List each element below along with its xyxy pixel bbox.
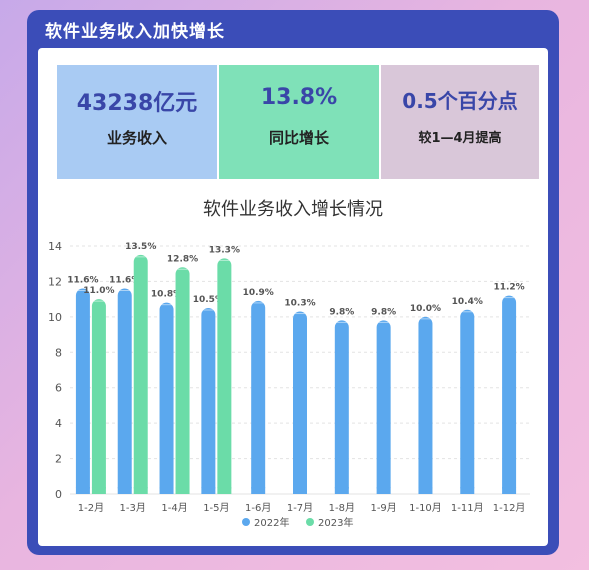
data-label: 13.3% <box>209 245 240 255</box>
bar-base <box>75 487 90 494</box>
data-label: 11.0% <box>83 286 114 296</box>
kpi-revenue-label: 业务收入 <box>106 129 167 147</box>
bar-base <box>460 487 475 494</box>
bar-2022年 <box>201 308 216 494</box>
y-tick-label: 2 <box>55 453 62 466</box>
y-tick-label: 14 <box>48 240 62 253</box>
bar-2022年 <box>293 311 307 494</box>
y-tick-label: 10 <box>48 311 62 324</box>
kpi-increase-label: 较1—4月提高 <box>418 131 502 146</box>
bar-base <box>251 487 266 494</box>
legend-label: 2022年 <box>254 516 289 529</box>
data-label: 9.8% <box>329 307 354 317</box>
bar-base <box>418 487 433 494</box>
bar-2022年 <box>117 288 132 494</box>
x-tick-label: 1-12月 <box>493 502 526 514</box>
kpi-growth-label: 同比增长 <box>268 129 329 147</box>
bar-2023年 <box>217 258 232 494</box>
data-label: 11.6% <box>109 276 140 286</box>
bar-base <box>159 487 174 494</box>
bar-2023年 <box>91 299 106 494</box>
data-label: 13.5% <box>125 242 156 252</box>
bar-base <box>334 487 349 494</box>
bar-base <box>217 487 232 494</box>
kpi-growth-value: 13.8% <box>260 85 338 110</box>
y-tick-label: 12 <box>48 275 62 288</box>
legend-label: 2023年 <box>318 516 353 529</box>
bar-2022年 <box>75 288 90 494</box>
y-tick-label: 4 <box>55 417 62 430</box>
x-tick-label: 1-5月 <box>203 502 229 514</box>
kpi-increase-value: 0.5个百分点 <box>402 89 518 113</box>
bar-2023年 <box>175 267 190 494</box>
data-label: 11.2% <box>493 283 524 293</box>
x-tick-label: 1-11月 <box>451 502 484 514</box>
data-label: 10.3% <box>284 299 315 309</box>
kpi-increase: 0.5个百分点 较1—4月提高 <box>381 65 539 179</box>
bar-2022年 <box>159 302 174 494</box>
data-label: 10.8% <box>151 290 182 300</box>
bar-base <box>133 487 148 494</box>
y-tick-label: 8 <box>55 346 62 359</box>
bar-base <box>117 487 132 494</box>
bar-2022年 <box>460 309 475 494</box>
x-tick-label: 1-6月 <box>245 502 271 514</box>
bar-2022年 <box>502 295 517 494</box>
data-label: 12.8% <box>167 254 198 264</box>
x-tick-label: 1-4月 <box>161 502 187 514</box>
x-tick-label: 1-9月 <box>370 502 396 514</box>
legend-marker <box>242 518 250 526</box>
kpi-revenue-value: 43238亿元 <box>76 91 198 116</box>
bar-base <box>293 487 307 494</box>
bar-2022年 <box>251 300 266 494</box>
bar-base <box>91 487 106 494</box>
x-tick-label: 1-2月 <box>78 502 104 514</box>
legend-marker <box>306 518 314 526</box>
x-tick-label: 1-10月 <box>409 502 442 514</box>
bar-base <box>201 487 216 494</box>
x-tick-label: 1-8月 <box>329 502 355 514</box>
data-label: 10.0% <box>410 304 441 314</box>
kpi-growth: 13.8% 同比增长 <box>219 65 379 179</box>
data-label: 11.6% <box>67 276 98 286</box>
data-label: 10.9% <box>243 288 274 298</box>
data-label: 9.8% <box>371 307 396 317</box>
bar-base <box>376 487 391 494</box>
data-label: 10.5% <box>193 295 224 305</box>
y-tick-label: 6 <box>55 382 62 395</box>
bar-2022年 <box>334 320 349 494</box>
bar-2023年 <box>133 254 148 494</box>
data-label: 10.4% <box>452 297 483 307</box>
y-tick-label: 0 <box>55 488 62 501</box>
kpi-revenue: 43238亿元 业务收入 <box>57 65 217 179</box>
bar-base <box>175 487 190 494</box>
bar-2022年 <box>418 316 433 494</box>
bar-2022年 <box>376 320 391 494</box>
bar-base <box>502 487 517 494</box>
page-title: 软件业务收入加快增长 <box>45 22 225 42</box>
x-tick-label: 1-3月 <box>120 502 146 514</box>
x-tick-label: 1-7月 <box>287 502 313 514</box>
chart-title: 软件业务收入增长情况 <box>203 199 383 220</box>
